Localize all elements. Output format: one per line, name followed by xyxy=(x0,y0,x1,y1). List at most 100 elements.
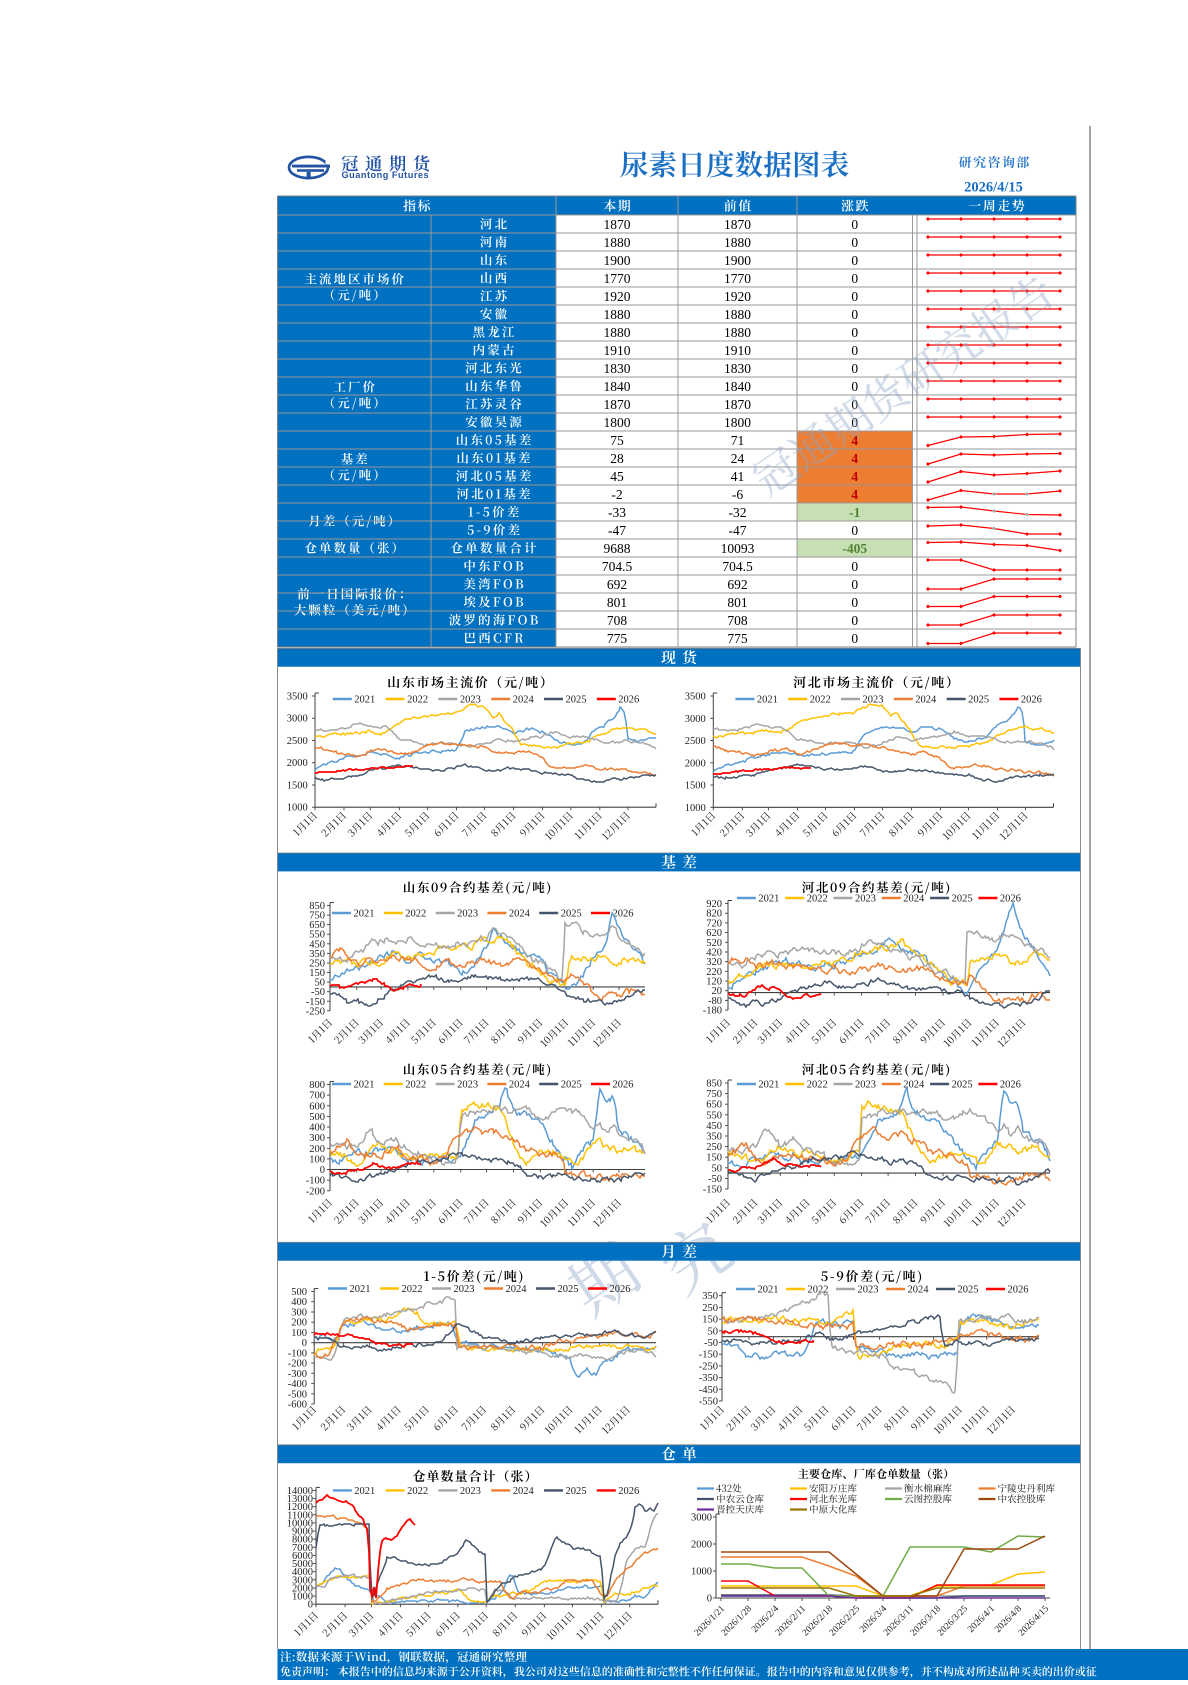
svg-text:50: 50 xyxy=(712,1163,723,1174)
svg-text:-450: -450 xyxy=(699,1385,718,1396)
svg-text:450: 450 xyxy=(706,1121,722,1132)
svg-text:41: 41 xyxy=(731,469,745,484)
svg-text:550: 550 xyxy=(706,1110,722,1121)
svg-text:2026: 2026 xyxy=(1008,1285,1029,1296)
svg-text:0: 0 xyxy=(851,307,858,322)
svg-text:3000: 3000 xyxy=(685,714,706,725)
svg-text:800: 800 xyxy=(309,1080,325,1091)
svg-text:4: 4 xyxy=(851,451,858,466)
svg-text:4: 4 xyxy=(851,487,858,502)
svg-text:2021: 2021 xyxy=(758,894,779,905)
svg-text:-50: -50 xyxy=(704,1338,718,1349)
svg-text:2024: 2024 xyxy=(509,909,531,920)
svg-text:0: 0 xyxy=(851,217,858,232)
svg-text:-100: -100 xyxy=(306,1176,325,1187)
svg-text:2000: 2000 xyxy=(287,758,308,769)
svg-text:801: 801 xyxy=(727,595,747,610)
svg-text:2026: 2026 xyxy=(613,909,634,920)
svg-text:-180: -180 xyxy=(703,1006,722,1017)
svg-text:775: 775 xyxy=(727,631,748,646)
svg-text:1920: 1920 xyxy=(724,289,751,304)
svg-text:1830: 1830 xyxy=(604,361,631,376)
svg-text:2022: 2022 xyxy=(405,1080,426,1091)
svg-text:0: 0 xyxy=(851,523,858,538)
svg-text:2021: 2021 xyxy=(757,695,778,706)
svg-text:2025: 2025 xyxy=(566,695,587,706)
svg-text:1880: 1880 xyxy=(604,325,631,340)
svg-text:2021: 2021 xyxy=(354,909,375,920)
svg-text:2023: 2023 xyxy=(855,894,876,905)
svg-text:1870: 1870 xyxy=(724,217,751,232)
svg-text:2023: 2023 xyxy=(457,909,478,920)
svg-text:2024: 2024 xyxy=(908,1285,930,1296)
svg-text:1910: 1910 xyxy=(604,343,631,358)
svg-text:2026: 2026 xyxy=(610,1284,631,1295)
svg-text:0: 0 xyxy=(851,361,858,376)
svg-text:2026: 2026 xyxy=(1000,894,1021,905)
svg-text:2025: 2025 xyxy=(952,1080,973,1091)
svg-text:704.5: 704.5 xyxy=(722,559,753,574)
svg-text:2023: 2023 xyxy=(863,695,884,706)
svg-text:75: 75 xyxy=(610,433,624,448)
svg-text:250: 250 xyxy=(706,1142,722,1153)
svg-text:2023: 2023 xyxy=(457,1080,478,1091)
svg-text:0: 0 xyxy=(851,379,858,394)
svg-text:3500: 3500 xyxy=(685,692,706,703)
svg-text:850: 850 xyxy=(706,1079,722,1090)
svg-text:0: 0 xyxy=(851,235,858,250)
svg-text:-600: -600 xyxy=(288,1400,307,1411)
svg-text:200: 200 xyxy=(309,1144,325,1155)
svg-text:250: 250 xyxy=(702,1303,718,1314)
svg-text:1880: 1880 xyxy=(604,235,631,250)
svg-text:-405: -405 xyxy=(842,541,867,556)
svg-text:0: 0 xyxy=(851,253,858,268)
svg-text:600: 600 xyxy=(309,1101,325,1112)
svg-text:801: 801 xyxy=(607,595,627,610)
svg-text:3000: 3000 xyxy=(691,1513,712,1524)
svg-text:2021: 2021 xyxy=(354,1486,375,1497)
svg-text:-47: -47 xyxy=(729,523,747,538)
svg-text:2023: 2023 xyxy=(454,1284,475,1295)
svg-text:1880: 1880 xyxy=(604,307,631,322)
svg-text:0: 0 xyxy=(851,325,858,340)
svg-text:1880: 1880 xyxy=(724,325,751,340)
svg-text:2022: 2022 xyxy=(407,1486,428,1497)
svg-text:-150: -150 xyxy=(699,1350,718,1361)
svg-text:700: 700 xyxy=(309,1091,325,1102)
svg-text:150: 150 xyxy=(706,1153,722,1164)
svg-text:2022: 2022 xyxy=(810,695,831,706)
svg-text:300: 300 xyxy=(309,1133,325,1144)
svg-text:Guantong Futures: Guantong Futures xyxy=(342,170,430,180)
svg-text:2024: 2024 xyxy=(513,695,535,706)
svg-text:2021: 2021 xyxy=(350,1284,371,1295)
svg-text:1870: 1870 xyxy=(604,397,631,412)
svg-text:2026/4/15: 2026/4/15 xyxy=(964,180,1023,196)
svg-text:10093: 10093 xyxy=(721,541,755,556)
svg-text:650: 650 xyxy=(706,1100,722,1111)
svg-text:1870: 1870 xyxy=(604,217,631,232)
svg-text:704.5: 704.5 xyxy=(602,559,633,574)
svg-text:692: 692 xyxy=(727,577,747,592)
svg-text:0: 0 xyxy=(851,343,858,358)
svg-text:2022: 2022 xyxy=(807,1080,828,1091)
svg-text:-50: -50 xyxy=(708,1174,722,1185)
svg-text:-150: -150 xyxy=(703,1185,722,1196)
svg-text:2024: 2024 xyxy=(506,1284,528,1295)
svg-text:2023: 2023 xyxy=(460,1486,481,1497)
svg-text:3000: 3000 xyxy=(287,714,308,725)
svg-text:2000: 2000 xyxy=(691,1540,712,1551)
svg-text:1870: 1870 xyxy=(724,397,751,412)
svg-text:2024: 2024 xyxy=(509,1080,531,1091)
svg-text:1500: 1500 xyxy=(685,781,706,792)
svg-text:150: 150 xyxy=(702,1315,718,1326)
svg-text:-250: -250 xyxy=(306,1006,325,1017)
svg-text:-32: -32 xyxy=(729,505,747,520)
svg-text:750: 750 xyxy=(706,1089,722,1100)
svg-text:1800: 1800 xyxy=(724,415,751,430)
svg-text:4: 4 xyxy=(851,469,858,484)
svg-text:2026: 2026 xyxy=(613,1080,634,1091)
svg-text:24: 24 xyxy=(731,451,745,466)
svg-text:2021: 2021 xyxy=(758,1080,779,1091)
svg-text:2022: 2022 xyxy=(402,1284,423,1295)
svg-text:1900: 1900 xyxy=(604,253,631,268)
